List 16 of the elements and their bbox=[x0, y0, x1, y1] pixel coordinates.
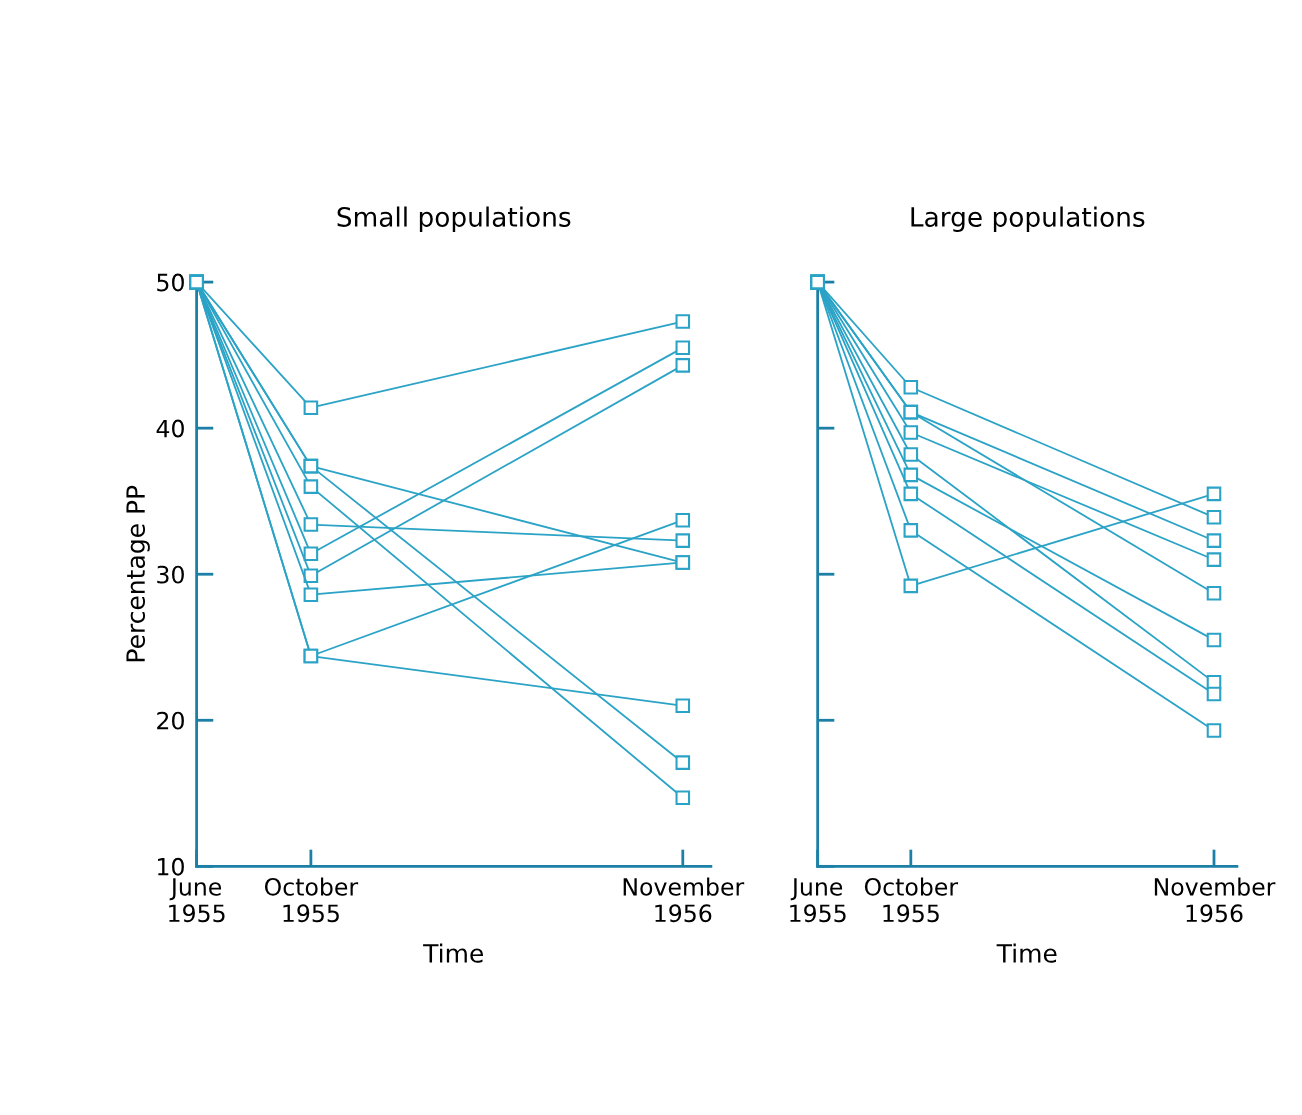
x-tick-label: November 1956 bbox=[1154, 877, 1276, 923]
chart-title: Small populations bbox=[337, 206, 571, 233]
chart-title: Large populations bbox=[911, 206, 1145, 233]
x-tick-label: October 1955 bbox=[864, 877, 959, 923]
y-tick-label: 50 bbox=[157, 273, 184, 292]
x-tick-label: June 1955 bbox=[790, 878, 846, 923]
y-tick-label: 20 bbox=[157, 711, 184, 730]
x-tick-label: November 1956 bbox=[623, 877, 745, 923]
x-tick-label: June 1955 bbox=[169, 878, 225, 923]
x-axis-title: Time bbox=[996, 943, 1057, 963]
y-tick-label: 40 bbox=[156, 419, 184, 438]
y-axis-title: Percentage PP bbox=[126, 485, 150, 662]
y-tick-label: 30 bbox=[157, 565, 184, 584]
y-tick-label: 10 bbox=[158, 857, 184, 876]
x-axis-title: Time bbox=[423, 943, 483, 963]
x-tick-label: October 1955 bbox=[264, 877, 359, 923]
